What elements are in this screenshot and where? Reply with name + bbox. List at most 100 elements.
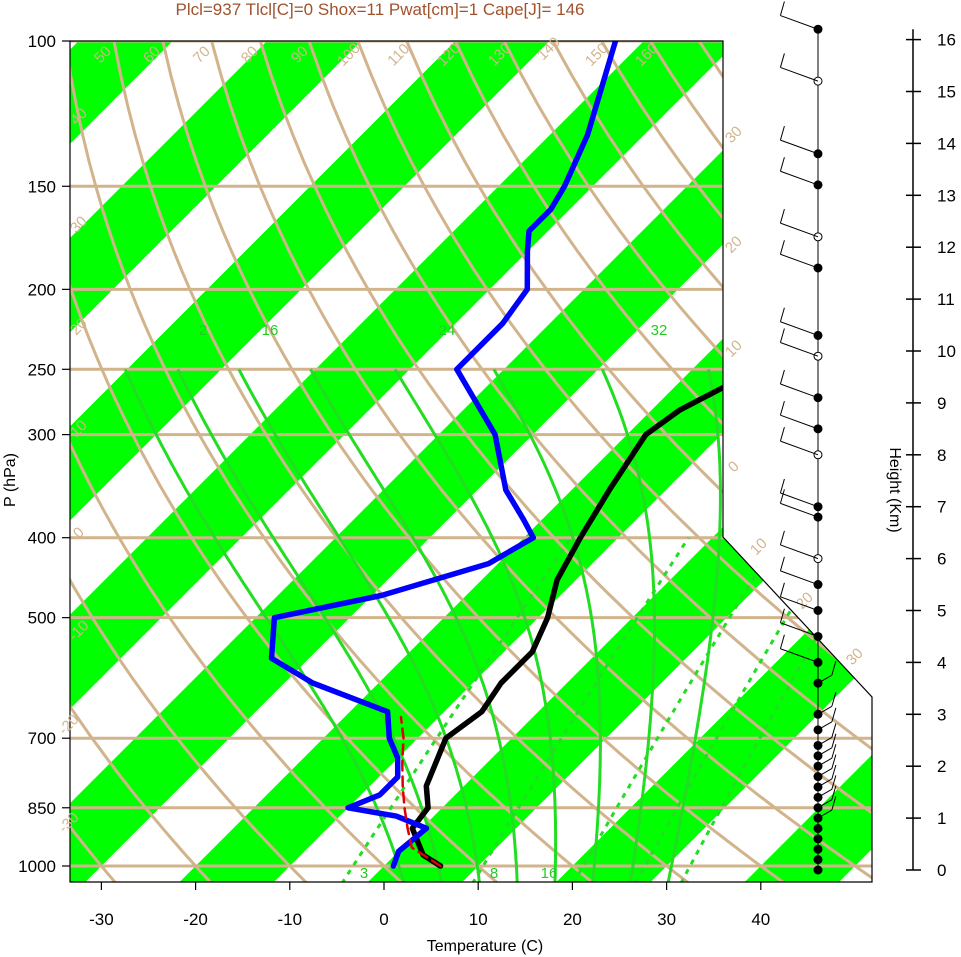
pressure-tick-label: 500 — [28, 609, 56, 628]
wind-barb-flag — [779, 582, 785, 597]
pressure-tick-label: 200 — [28, 280, 56, 299]
dry-adiabat-line — [248, 41, 872, 882]
moist-adiabat-lines — [123, 368, 872, 882]
wind-barb-flag — [779, 401, 785, 416]
wind-barb-flag — [831, 785, 837, 800]
mixing-ratio-label: 16 — [262, 322, 279, 339]
dry-adiabat-line — [106, 41, 713, 882]
isotherm-band — [70, 41, 630, 882]
x-axis-title: Temperature (C) — [427, 938, 543, 955]
wind-barb — [780, 492, 819, 508]
wind-barb-flag — [779, 556, 785, 572]
moist-adiabat-line — [309, 368, 519, 882]
chart-title: Plcl=937 Tlcl[C]=0 Shox=11 Pwat[cm]=1 Ca… — [175, 0, 584, 19]
wind-barb-flag — [831, 733, 837, 748]
pressure-tick-label: 850 — [28, 799, 56, 818]
mixing-ratio-line — [340, 536, 573, 882]
wind-barb — [780, 544, 819, 560]
dry-adiabat-line — [70, 41, 616, 882]
temperature-tick-label: 40 — [751, 910, 770, 929]
temperature-axis: -30 -20 -10 0 10 20 30 40 — [89, 882, 770, 929]
wind-barb — [817, 768, 833, 778]
isotherm-label: 20 — [722, 233, 746, 257]
wind-barb — [817, 705, 833, 715]
wind-barb — [780, 139, 819, 155]
isotherm-label: 10 — [722, 337, 746, 361]
wind-barb-flag — [779, 328, 785, 343]
pressure-tick-label: 250 — [28, 360, 56, 379]
isotherm-label: 30 — [843, 645, 867, 669]
wind-barb-flag — [779, 307, 785, 322]
temperature-tick-label: 0 — [379, 910, 388, 929]
temperature-tick-label: -10 — [278, 910, 303, 929]
dry-adiabat-line — [70, 41, 326, 882]
isotherm-label: 140 — [534, 34, 564, 64]
wind-barb — [817, 788, 833, 798]
sounding-curves — [268, 41, 872, 869]
wind-barb — [780, 321, 819, 336]
isotherm-band — [70, 41, 442, 882]
temperature-tick-label: -30 — [89, 910, 114, 929]
height-tick-label: 4 — [937, 653, 946, 672]
pressure-tick-label: 1000 — [18, 857, 56, 876]
wind-barb-flag — [831, 754, 837, 769]
wind-barb-flag — [779, 240, 785, 255]
dry-adiabat-line — [70, 41, 229, 882]
pressure-tick-label: 700 — [28, 729, 56, 748]
dry-adiabat-line — [70, 41, 422, 882]
height-tick-label: 8 — [937, 446, 946, 465]
wind-level-marker — [813, 834, 823, 844]
isotherm-label: 70 — [190, 43, 214, 67]
wind-barb-flag — [779, 634, 785, 649]
height-tick-label: 7 — [937, 498, 946, 517]
wind-level-marker — [813, 865, 823, 875]
height-tick-label: 3 — [937, 705, 946, 724]
wind-barb-flag — [779, 125, 785, 141]
mixing-ratio-label: 8 — [490, 865, 498, 882]
height-tick-label: 2 — [937, 757, 946, 776]
mixing-ratio-label: 2 — [199, 322, 207, 339]
wind-barb — [780, 622, 819, 637]
wind-barb-flag — [831, 764, 837, 780]
wind-barb-flag — [779, 53, 785, 68]
height-tick-label: 16 — [937, 31, 956, 50]
wind-level-marker — [813, 844, 823, 854]
isotherm-label: 0 — [725, 458, 743, 476]
height-tick-label: 9 — [937, 394, 946, 413]
wind-barb-flag — [779, 369, 785, 385]
temperature-tick-label: 10 — [469, 910, 488, 929]
mixing-ratio-line — [471, 536, 690, 882]
moist-adiabat-line — [237, 368, 482, 882]
wind-barb — [817, 747, 833, 757]
wind-barb — [780, 15, 819, 30]
plot-outline — [69, 40, 873, 883]
wind-barb — [780, 440, 819, 456]
isotherm-label: -20 — [55, 711, 82, 738]
pressure-tick-label: 100 — [28, 32, 56, 51]
height-tick-label: 13 — [937, 186, 956, 205]
moist-adiabat-line — [123, 368, 406, 882]
wind-barb-flag — [831, 744, 837, 759]
y-axis-title: P (hPa) — [2, 453, 19, 507]
wind-level-marker — [813, 823, 823, 833]
pressure-tick-label: 400 — [28, 529, 56, 548]
wind-barb-flag — [831, 775, 837, 790]
dry-adiabat-line — [70, 41, 132, 882]
wind-barb — [780, 222, 819, 238]
wind-barb-flag — [831, 661, 837, 676]
height-tick-label: 6 — [937, 550, 946, 569]
wind-barb-flag — [831, 692, 837, 707]
isotherm-label: 10 — [747, 535, 771, 559]
wind-barb-flag — [779, 489, 785, 504]
pressure-axis: 100 150 200 250 300 400 500 700 850 1000 — [18, 32, 70, 876]
wind-barb-flag — [831, 723, 837, 738]
temperature-tick-label: 30 — [657, 910, 676, 929]
wind-barb-flag — [779, 478, 785, 494]
dry-adiabat-line — [390, 41, 872, 882]
wind-barb — [780, 502, 819, 518]
wind-barb — [817, 757, 833, 767]
wind-barb — [780, 596, 819, 611]
mixing-ratio-line — [571, 536, 780, 882]
height-tick-label: 5 — [937, 602, 946, 621]
wind-barb — [780, 570, 819, 586]
